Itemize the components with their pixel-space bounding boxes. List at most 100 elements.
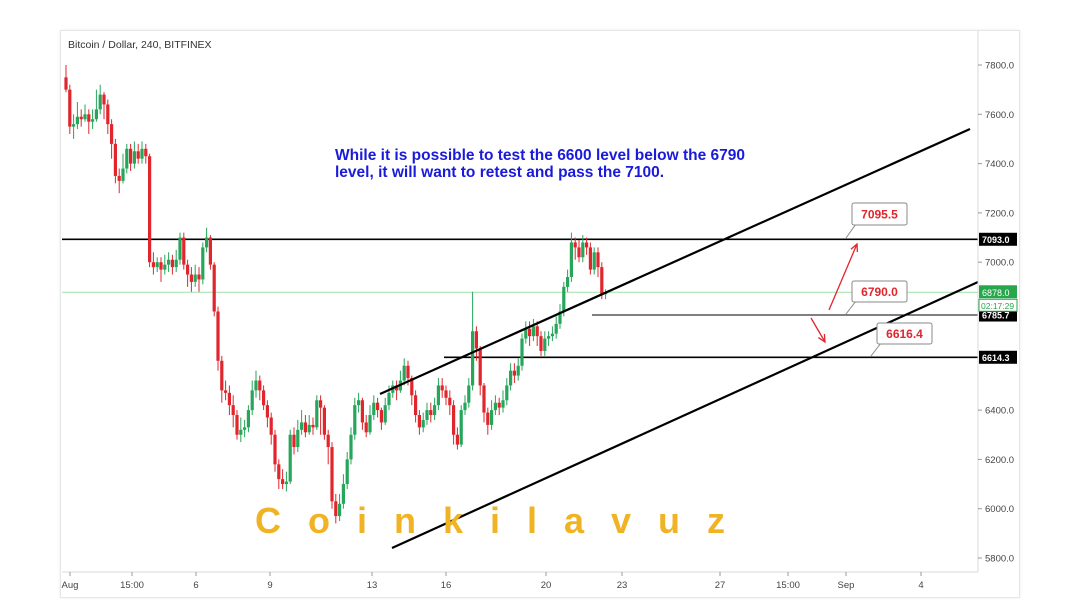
candle-body <box>338 503 342 517</box>
candle-body <box>478 348 482 386</box>
candlesticks <box>64 65 608 524</box>
candle-body <box>121 168 125 181</box>
y-tick-label: 6000.0 <box>985 504 1014 515</box>
x-tick-label: 20 <box>541 580 552 591</box>
candle-body <box>516 365 520 376</box>
candle-body <box>585 242 589 248</box>
candle-body <box>490 410 494 425</box>
candle-body <box>239 429 243 435</box>
candle-body <box>524 328 528 339</box>
projection-arrows <box>810 242 859 344</box>
candle-body <box>577 247 581 258</box>
candle-body <box>151 262 155 268</box>
candle-body <box>535 326 539 337</box>
candle-body <box>474 331 478 349</box>
candle-body <box>467 385 471 403</box>
candle-body <box>379 410 383 423</box>
candle-body <box>243 427 247 430</box>
chart-title: Bitcoin / Dollar, 240, BITFINEX <box>68 39 212 51</box>
candle-body <box>543 338 547 351</box>
candle-body <box>216 311 220 361</box>
candle-body <box>558 311 562 324</box>
candle-body <box>110 124 114 144</box>
candle-body <box>167 259 171 265</box>
candle-body <box>547 336 551 339</box>
candle-body <box>254 380 258 391</box>
candle-body <box>113 143 117 176</box>
candle-body <box>459 410 463 445</box>
analysis-annotation: While it is possible to test the 6600 le… <box>335 147 805 181</box>
candle-body <box>292 434 296 448</box>
candle-body <box>208 237 212 265</box>
candle-body <box>353 405 357 435</box>
candle-body <box>311 424 315 428</box>
candle-body <box>395 385 399 391</box>
candle-body <box>421 419 425 428</box>
candle-body <box>326 434 330 448</box>
x-tick-label: 23 <box>617 580 628 591</box>
callout-pointer <box>845 300 857 315</box>
candle-body <box>163 264 167 270</box>
callout-pointer <box>845 223 857 239</box>
candle-body <box>296 429 300 448</box>
candle-body <box>455 434 459 445</box>
candle-body <box>87 114 91 122</box>
candle-body <box>148 156 152 263</box>
candle-body <box>554 323 558 334</box>
candle-body <box>387 392 391 406</box>
candle-body <box>410 378 414 396</box>
candle-body <box>592 252 596 270</box>
candle-body <box>444 390 448 398</box>
candle-body <box>189 274 193 282</box>
candle-body <box>212 264 216 312</box>
candle-body <box>262 390 266 406</box>
candle-body <box>277 464 281 480</box>
candle-body <box>349 434 353 460</box>
candle-body <box>72 124 76 127</box>
candle-body <box>505 385 509 401</box>
candle-body <box>509 370 513 386</box>
candle-body <box>581 242 585 258</box>
channel-upper-line <box>379 127 971 396</box>
candle-body <box>357 400 361 406</box>
candle-body <box>539 336 543 351</box>
candle-body <box>102 94 106 105</box>
candle-body <box>224 390 228 393</box>
annotation-line-2: level, it will want to retest and pass t… <box>335 164 665 181</box>
candle-body <box>448 397 452 406</box>
x-tick-label: 15:00 <box>120 580 144 591</box>
candle-body <box>235 415 239 435</box>
candle-body <box>144 148 148 157</box>
callout-box <box>851 202 908 226</box>
y-tick-label: 5800.0 <box>985 554 1014 565</box>
candle-body <box>364 422 368 433</box>
level-label: 7093.0 <box>982 235 1010 245</box>
candle-body <box>91 119 95 122</box>
candle-body <box>186 264 190 275</box>
candle-body <box>281 479 285 485</box>
y-tick-label: 7200.0 <box>985 208 1014 219</box>
level-label-bg <box>979 350 1017 364</box>
candle-body <box>284 481 288 485</box>
candle-body <box>383 405 387 423</box>
y-tick-label: 6400.0 <box>985 406 1014 417</box>
callout-label: 7095.5 <box>861 208 898 222</box>
candle-body <box>588 247 592 270</box>
x-tick-label: Sep <box>838 580 855 591</box>
candle-body <box>372 402 376 416</box>
candle-body <box>94 109 98 120</box>
candle-body <box>440 385 444 391</box>
candle-body <box>246 410 250 428</box>
candle-body <box>83 114 87 120</box>
candle-body <box>273 434 277 465</box>
candle-body <box>258 380 262 391</box>
candle-body <box>573 242 577 248</box>
candle-body <box>300 422 304 430</box>
arrow-down-line <box>810 317 826 343</box>
x-axis: Aug 15:00 6 9 13 16 20 23 27 15:00 Sep 4 <box>62 571 978 591</box>
candle-body <box>531 326 535 337</box>
candle-body <box>345 459 349 485</box>
candle-body <box>68 89 72 127</box>
candle-body <box>288 434 292 482</box>
candle-body <box>197 274 201 280</box>
